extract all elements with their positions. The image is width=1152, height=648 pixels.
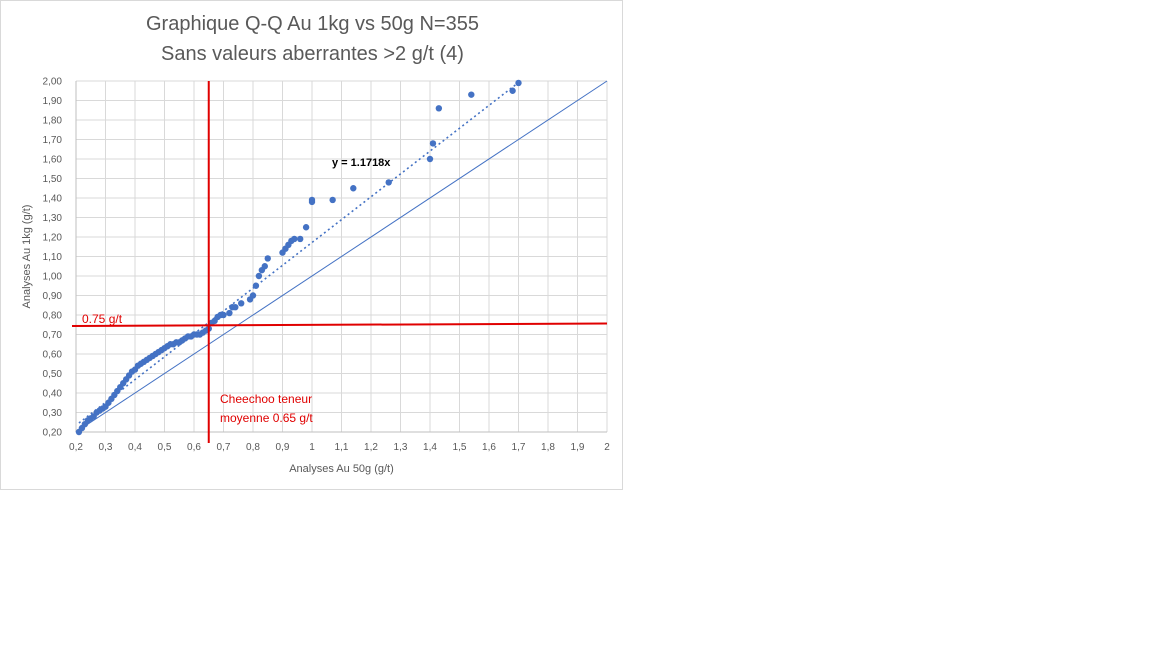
y-tick-label: 2,00 [43, 77, 63, 88]
y-tick-label: 1,10 [43, 252, 63, 263]
x-tick-label: 0,3 [99, 442, 113, 453]
horizontal-reference-line [71, 322, 608, 327]
data-point [264, 255, 271, 262]
y-tick-label: 1,30 [43, 213, 63, 224]
y-tick-label: 0,60 [43, 350, 63, 361]
y-tick-label: 0,80 [43, 311, 63, 322]
horizontal-reference-label: 0.75 g/t [82, 312, 123, 326]
y-tick-label: 1,20 [43, 233, 63, 244]
y-tick-label: 0,50 [43, 369, 63, 380]
x-tick-label: 0,9 [276, 442, 290, 453]
y-tick-label: 1,40 [43, 194, 63, 205]
y-tick-label: 1,80 [43, 116, 63, 127]
y-tick-label: 0,30 [43, 408, 63, 419]
x-tick-label: 1,1 [335, 442, 349, 453]
y-tick-label: 1,70 [43, 135, 63, 146]
trendline-label: y = 1.1718x [332, 157, 391, 169]
data-point [435, 105, 443, 112]
chart-frame: Graphique Q-Q Au 1kg vs 50g N=355 Sans v… [0, 0, 623, 490]
trendline [78, 81, 519, 424]
data-point [468, 91, 475, 98]
x-tick-label: 1,5 [453, 442, 467, 453]
x-tick-label: 1,9 [571, 442, 585, 453]
identity-line [75, 80, 608, 433]
y-tick-label: 1,90 [43, 96, 63, 107]
x-tick-label: 1 [309, 442, 315, 453]
x-axis-title: Analyses Au 50g (g/t) [289, 463, 394, 475]
data-point [252, 282, 260, 289]
data-point [297, 235, 304, 243]
x-tick-label: 1,2 [364, 442, 378, 453]
data-point [255, 272, 263, 280]
data-point [329, 196, 336, 204]
chart-subtitle: Sans valeurs aberrantes >2 g/t (4) [161, 43, 464, 65]
data-point [350, 185, 357, 192]
y-tick-label: 0,70 [43, 330, 63, 341]
data-point [220, 311, 227, 319]
data-point [515, 79, 522, 87]
y-tick-label: 0,20 [43, 428, 63, 439]
x-tick-label: 1,6 [482, 442, 496, 453]
x-tick-label: 1,3 [394, 442, 408, 453]
x-tick-label: 0,4 [128, 442, 142, 453]
vertical-reference-label-line1: Cheechoo teneur [220, 392, 312, 406]
x-tick-label: 0,5 [158, 442, 172, 453]
x-tick-label: 0,2 [69, 442, 83, 453]
y-tick-label: 0,90 [43, 291, 63, 302]
x-tick-label: 1,4 [423, 442, 437, 453]
data-point [429, 140, 437, 147]
chart-title: Graphique Q-Q Au 1kg vs 50g N=355 [146, 13, 479, 35]
data-point [232, 304, 239, 311]
data-point [509, 87, 516, 94]
data-point [308, 196, 316, 204]
y-tick-label: 0,40 [43, 389, 63, 400]
x-tick-label: 1,7 [512, 442, 526, 453]
data-point [302, 224, 310, 231]
qq-plot: 0,2 0,3 0,4 0,5 0,6 0,7 0,8 0,9 1 1,1 1,2 1,3 1,4 1,5… [21, 77, 610, 476]
data-point [226, 309, 233, 317]
x-tick-label: 0,8 [246, 442, 260, 453]
data-point [238, 300, 245, 307]
data-point [291, 235, 298, 243]
data-point [249, 292, 257, 299]
data-point [261, 263, 268, 270]
x-tick-label: 0,7 [217, 442, 231, 453]
y-tick-label: 1,60 [43, 155, 63, 166]
y-tick-label: 1,00 [43, 272, 63, 283]
x-tick-label: 0,6 [187, 442, 201, 453]
data-point [385, 179, 392, 186]
y-axis-title: Analyses Au 1kg (g/t) [21, 205, 33, 309]
vertical-reference-label-line2: moyenne 0.65 g/t [220, 411, 313, 425]
y-tick-label: 1,50 [43, 174, 63, 185]
x-tick-label: 1,8 [541, 442, 555, 453]
x-tick-label: 2 [604, 442, 610, 453]
data-point [426, 155, 434, 163]
